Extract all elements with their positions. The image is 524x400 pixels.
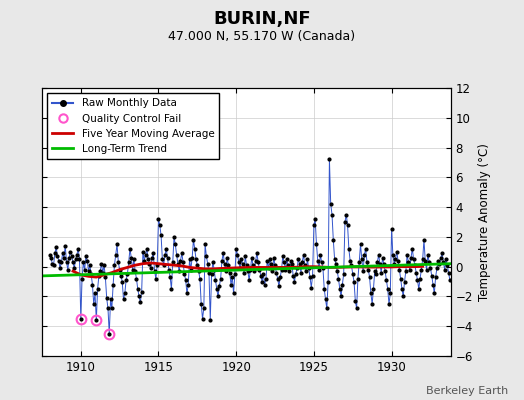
Legend: Raw Monthly Data, Quality Control Fail, Five Year Moving Average, Long-Term Tren: Raw Monthly Data, Quality Control Fail, … <box>47 93 220 159</box>
Y-axis label: Temperature Anomaly (°C): Temperature Anomaly (°C) <box>478 143 492 301</box>
Text: BURIN,NF: BURIN,NF <box>213 10 311 28</box>
Text: Berkeley Earth: Berkeley Earth <box>426 386 508 396</box>
Text: 47.000 N, 55.170 W (Canada): 47.000 N, 55.170 W (Canada) <box>168 30 356 43</box>
